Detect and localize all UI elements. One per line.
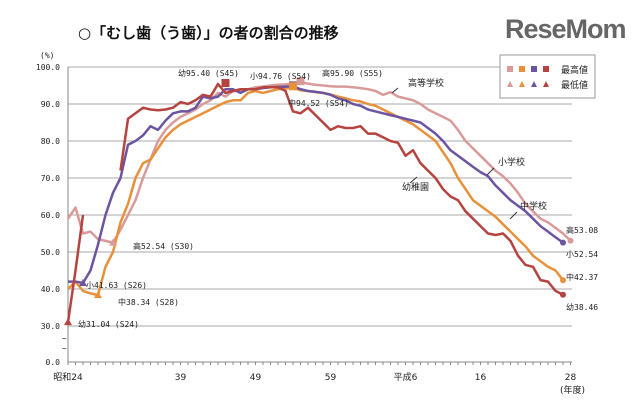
legend-min-label: 最低値 [561,79,588,91]
legend-box [499,54,596,99]
y-tick-label: 30.0 [41,322,60,331]
series-name-junior_high: 中学校 [520,200,547,212]
max-label-high: 高95.90 (S55) [322,68,383,78]
legend-min-swatch-elementary [531,81,537,87]
legend-max-swatch-kindergarten [543,66,549,72]
x-tick-label: 16 [475,373,487,383]
y-unit-label: (%) [40,51,54,60]
series-name-kindergarten: 幼稚園 [402,181,429,193]
x-tick-label: 昭和24 [53,372,83,383]
max-label-junior_high: 中94.52 (S54) [288,98,349,108]
end-marker-kindergarten [560,291,566,298]
end-marker-elementary [560,239,566,246]
end-marker-high [567,237,574,244]
legend-max-swatch-elementary [531,66,537,72]
legend-max-swatch-high [507,66,513,72]
leader-line [509,211,518,220]
min-label-elementary: 小41.63 (S26) [86,281,147,290]
x-unit-label: (年度) [560,384,585,396]
x-tick-label: 39 [175,373,187,383]
y-tick-label: 40.0 [41,285,60,294]
legend-min-swatch-junior_high [519,81,525,87]
x-tick-label: 28 [565,373,577,383]
legend-min-swatch-high [507,81,513,87]
leader-line [486,167,495,176]
min-label-junior_high: 中38.34 (S28) [118,297,179,307]
last-value-label-high: 高53.08 [566,225,598,235]
series-line-elementary [68,85,564,285]
max-label-elementary: 小94.76 (S54) [250,72,311,81]
min-label-high: 高52.54 (S30) [133,241,194,251]
legend-min-swatch-kindergarten [543,81,549,87]
min-marker-elementary [79,278,87,286]
axis-break-mark: ~ [62,334,67,343]
max-marker-kindergarten [221,79,230,88]
y-tick-label: 50.0 [41,248,60,257]
max-marker-junior_high [289,82,297,91]
y-tick-label: 100.0 [36,63,60,72]
y-tick-label: 80.0 [41,137,60,146]
chart-title: ○「むし歯（う歯）」の者の割合の推移 [78,24,339,42]
last-value-label-kindergarten: 幼38.46 [566,302,598,312]
leader-line [409,176,418,184]
min-label-kindergarten: 幼31.04 (S24) [78,319,139,329]
legend-max-swatch-junior_high [519,66,525,72]
max-label-kindergarten: 幼95.40 (S45) [178,68,239,78]
legend-max-label: 最高値 [561,64,588,76]
y-tick-label: 0.0 [46,358,61,367]
y-tick-label: 70.0 [41,174,60,183]
series-line-kindergarten [66,82,564,323]
x-tick-label: 59 [325,373,337,383]
end-marker-junior_high [560,277,566,284]
series-name-elementary: 小学校 [498,156,525,168]
x-tick-label: 49 [250,373,262,383]
max-marker-high [296,77,305,86]
last-value-label-elementary: 小52.54 [566,250,598,259]
y-tick-label: 90.0 [41,100,60,109]
min-marker-kindergarten [64,318,72,326]
min-marker-junior_high [94,291,102,299]
series-line-junior_high [67,86,564,297]
min-marker-high [109,238,117,246]
y-tick-label: 60.0 [41,211,60,220]
series-name-high: 高等学校 [408,77,444,89]
x-tick-label: 平成6 [394,371,418,383]
leader-line [391,87,399,94]
last-value-label-junior_high: 中42.37 [566,272,598,282]
axis-break-mark: ~ [62,344,67,353]
resemom-logo: ReseMom [505,14,627,44]
